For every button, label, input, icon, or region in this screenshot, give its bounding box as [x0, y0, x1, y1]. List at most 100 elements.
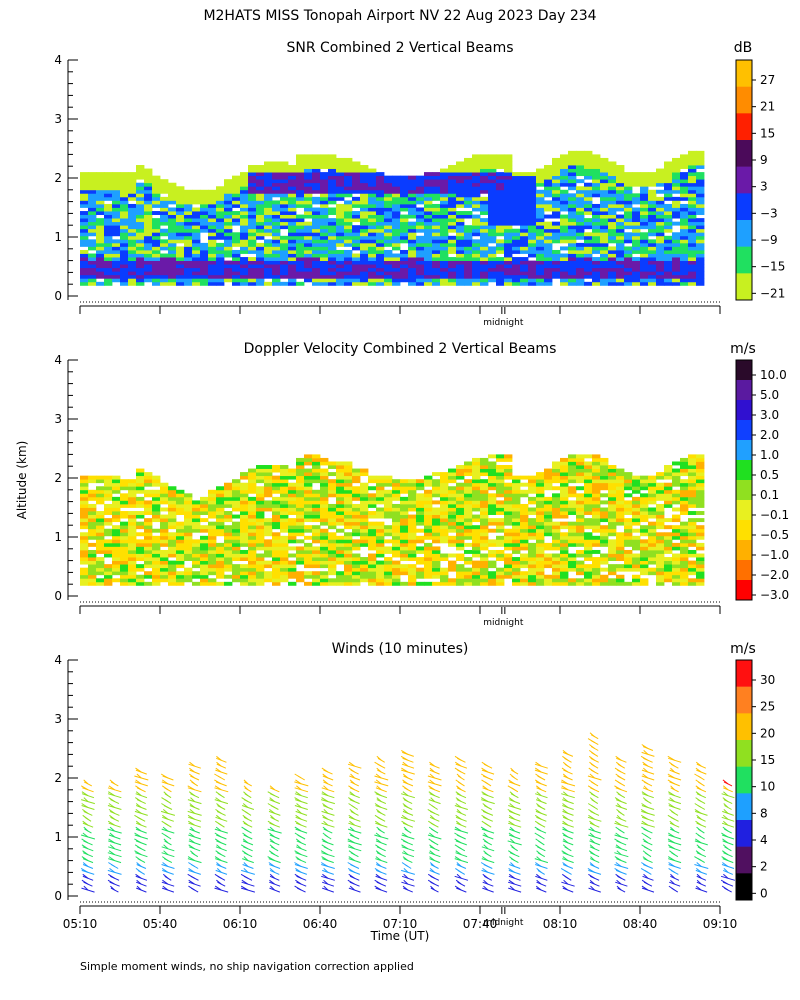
heatmap-cell: [216, 193, 225, 198]
heatmap-cell: [592, 514, 601, 519]
y-tick-label: 1: [54, 230, 62, 244]
heatmap-cell: [656, 496, 665, 501]
heatmap-cell: [80, 507, 89, 512]
heatmap-cell: [112, 486, 121, 491]
heatmap-cell: [464, 172, 473, 177]
heatmap-cell: [360, 574, 369, 579]
heatmap-cell: [272, 557, 281, 561]
heatmap-cell: [472, 507, 481, 512]
heatmap-cell: [544, 200, 553, 205]
heatmap-cell: [696, 468, 705, 473]
heatmap-cell: [144, 257, 153, 261]
heatmap-cell: [208, 571, 217, 576]
heatmap-cell: [136, 489, 145, 494]
heatmap-cell: [464, 189, 473, 194]
heatmap-cell: [360, 518, 369, 523]
heatmap-cell: [368, 207, 377, 212]
heatmap-cell: [504, 475, 513, 480]
heatmap-cell: [304, 496, 313, 501]
heatmap-cell: [528, 239, 537, 244]
heatmap-cell: [256, 535, 265, 540]
heatmap-cell: [552, 179, 561, 184]
heatmap-cell: [256, 528, 265, 533]
heatmap-cell: [568, 493, 577, 498]
heatmap-cell: [624, 542, 633, 547]
heatmap-cell: [248, 267, 257, 272]
heatmap-cell: [128, 232, 137, 237]
heatmap-cell: [336, 211, 345, 215]
heatmap-cell: [464, 532, 473, 537]
heatmap-cell: [104, 189, 113, 194]
heatmap-cell: [296, 257, 305, 261]
heatmap-cell: [336, 207, 345, 212]
heatmap-cell: [200, 271, 209, 276]
colorbar-label: 0.1: [760, 488, 779, 502]
heatmap-cell: [672, 546, 681, 551]
heatmap-cell: [232, 211, 241, 215]
heatmap-cell: [464, 257, 473, 261]
heatmap-cell: [344, 521, 353, 526]
heatmap-cell: [616, 264, 625, 269]
heatmap-cell: [296, 507, 305, 512]
heatmap-cell: [352, 503, 361, 508]
heatmap-cell: [248, 482, 257, 487]
heatmap-cell: [264, 479, 273, 484]
heatmap-cell: [528, 571, 537, 576]
heatmap-cell: [480, 249, 489, 254]
heatmap-cell: [416, 557, 425, 561]
heatmap-cell: [152, 203, 161, 208]
heatmap-cell: [176, 281, 185, 286]
heatmap-cell: [448, 193, 457, 198]
heatmap-cell: [600, 539, 609, 544]
heatmap-cell: [152, 571, 161, 576]
heatmap-cell: [424, 560, 433, 565]
heatmap-cell: [592, 157, 601, 162]
heatmap-cell: [112, 253, 121, 258]
heatmap-cell: [480, 581, 489, 586]
y-tick-label: 1: [54, 830, 62, 844]
heatmap-cell: [536, 200, 545, 205]
heatmap-cell: [640, 542, 649, 547]
heatmap-cell: [384, 228, 393, 233]
heatmap-cell: [248, 521, 257, 526]
heatmap-cell: [88, 493, 97, 498]
heatmap-cell: [424, 172, 433, 177]
heatmap-cell: [312, 574, 321, 579]
heatmap-cell: [200, 500, 209, 505]
heatmap-cell: [584, 232, 593, 237]
heatmap-cell: [416, 260, 425, 265]
heatmap-cell: [192, 189, 201, 194]
heatmap-cell: [432, 546, 441, 551]
heatmap-cell: [448, 200, 457, 205]
heatmap-cell: [592, 521, 601, 526]
heatmap-cell: [528, 518, 537, 523]
heatmap-cell: [416, 539, 425, 544]
heatmap-cell: [472, 574, 481, 579]
heatmap-cell: [304, 157, 313, 162]
heatmap-cell: [296, 189, 305, 194]
heatmap-cell: [360, 514, 369, 519]
heatmap-cell: [392, 221, 401, 226]
heatmap-cell: [480, 567, 489, 572]
heatmap-cell: [184, 507, 193, 512]
heatmap-cell: [144, 546, 153, 551]
heatmap-cell: [472, 253, 481, 258]
heatmap-cell: [560, 278, 569, 283]
heatmap-cell: [88, 574, 97, 579]
heatmap-cell: [536, 553, 545, 558]
heatmap-cell: [664, 557, 673, 561]
heatmap-cell: [448, 228, 457, 233]
heatmap-cell: [312, 211, 321, 215]
heatmap-cell: [592, 542, 601, 547]
heatmap-cell: [688, 186, 697, 191]
heatmap-cell: [384, 511, 393, 515]
heatmap-cell: [160, 571, 169, 576]
heatmap-cell: [344, 228, 353, 233]
heatmap-cell: [288, 267, 297, 272]
heatmap-cell: [128, 578, 137, 583]
heatmap-cell: [184, 278, 193, 283]
heatmap-cell: [552, 257, 561, 261]
heatmap-cell: [584, 161, 593, 166]
heatmap-cell: [472, 161, 481, 166]
heatmap-cell: [656, 489, 665, 494]
